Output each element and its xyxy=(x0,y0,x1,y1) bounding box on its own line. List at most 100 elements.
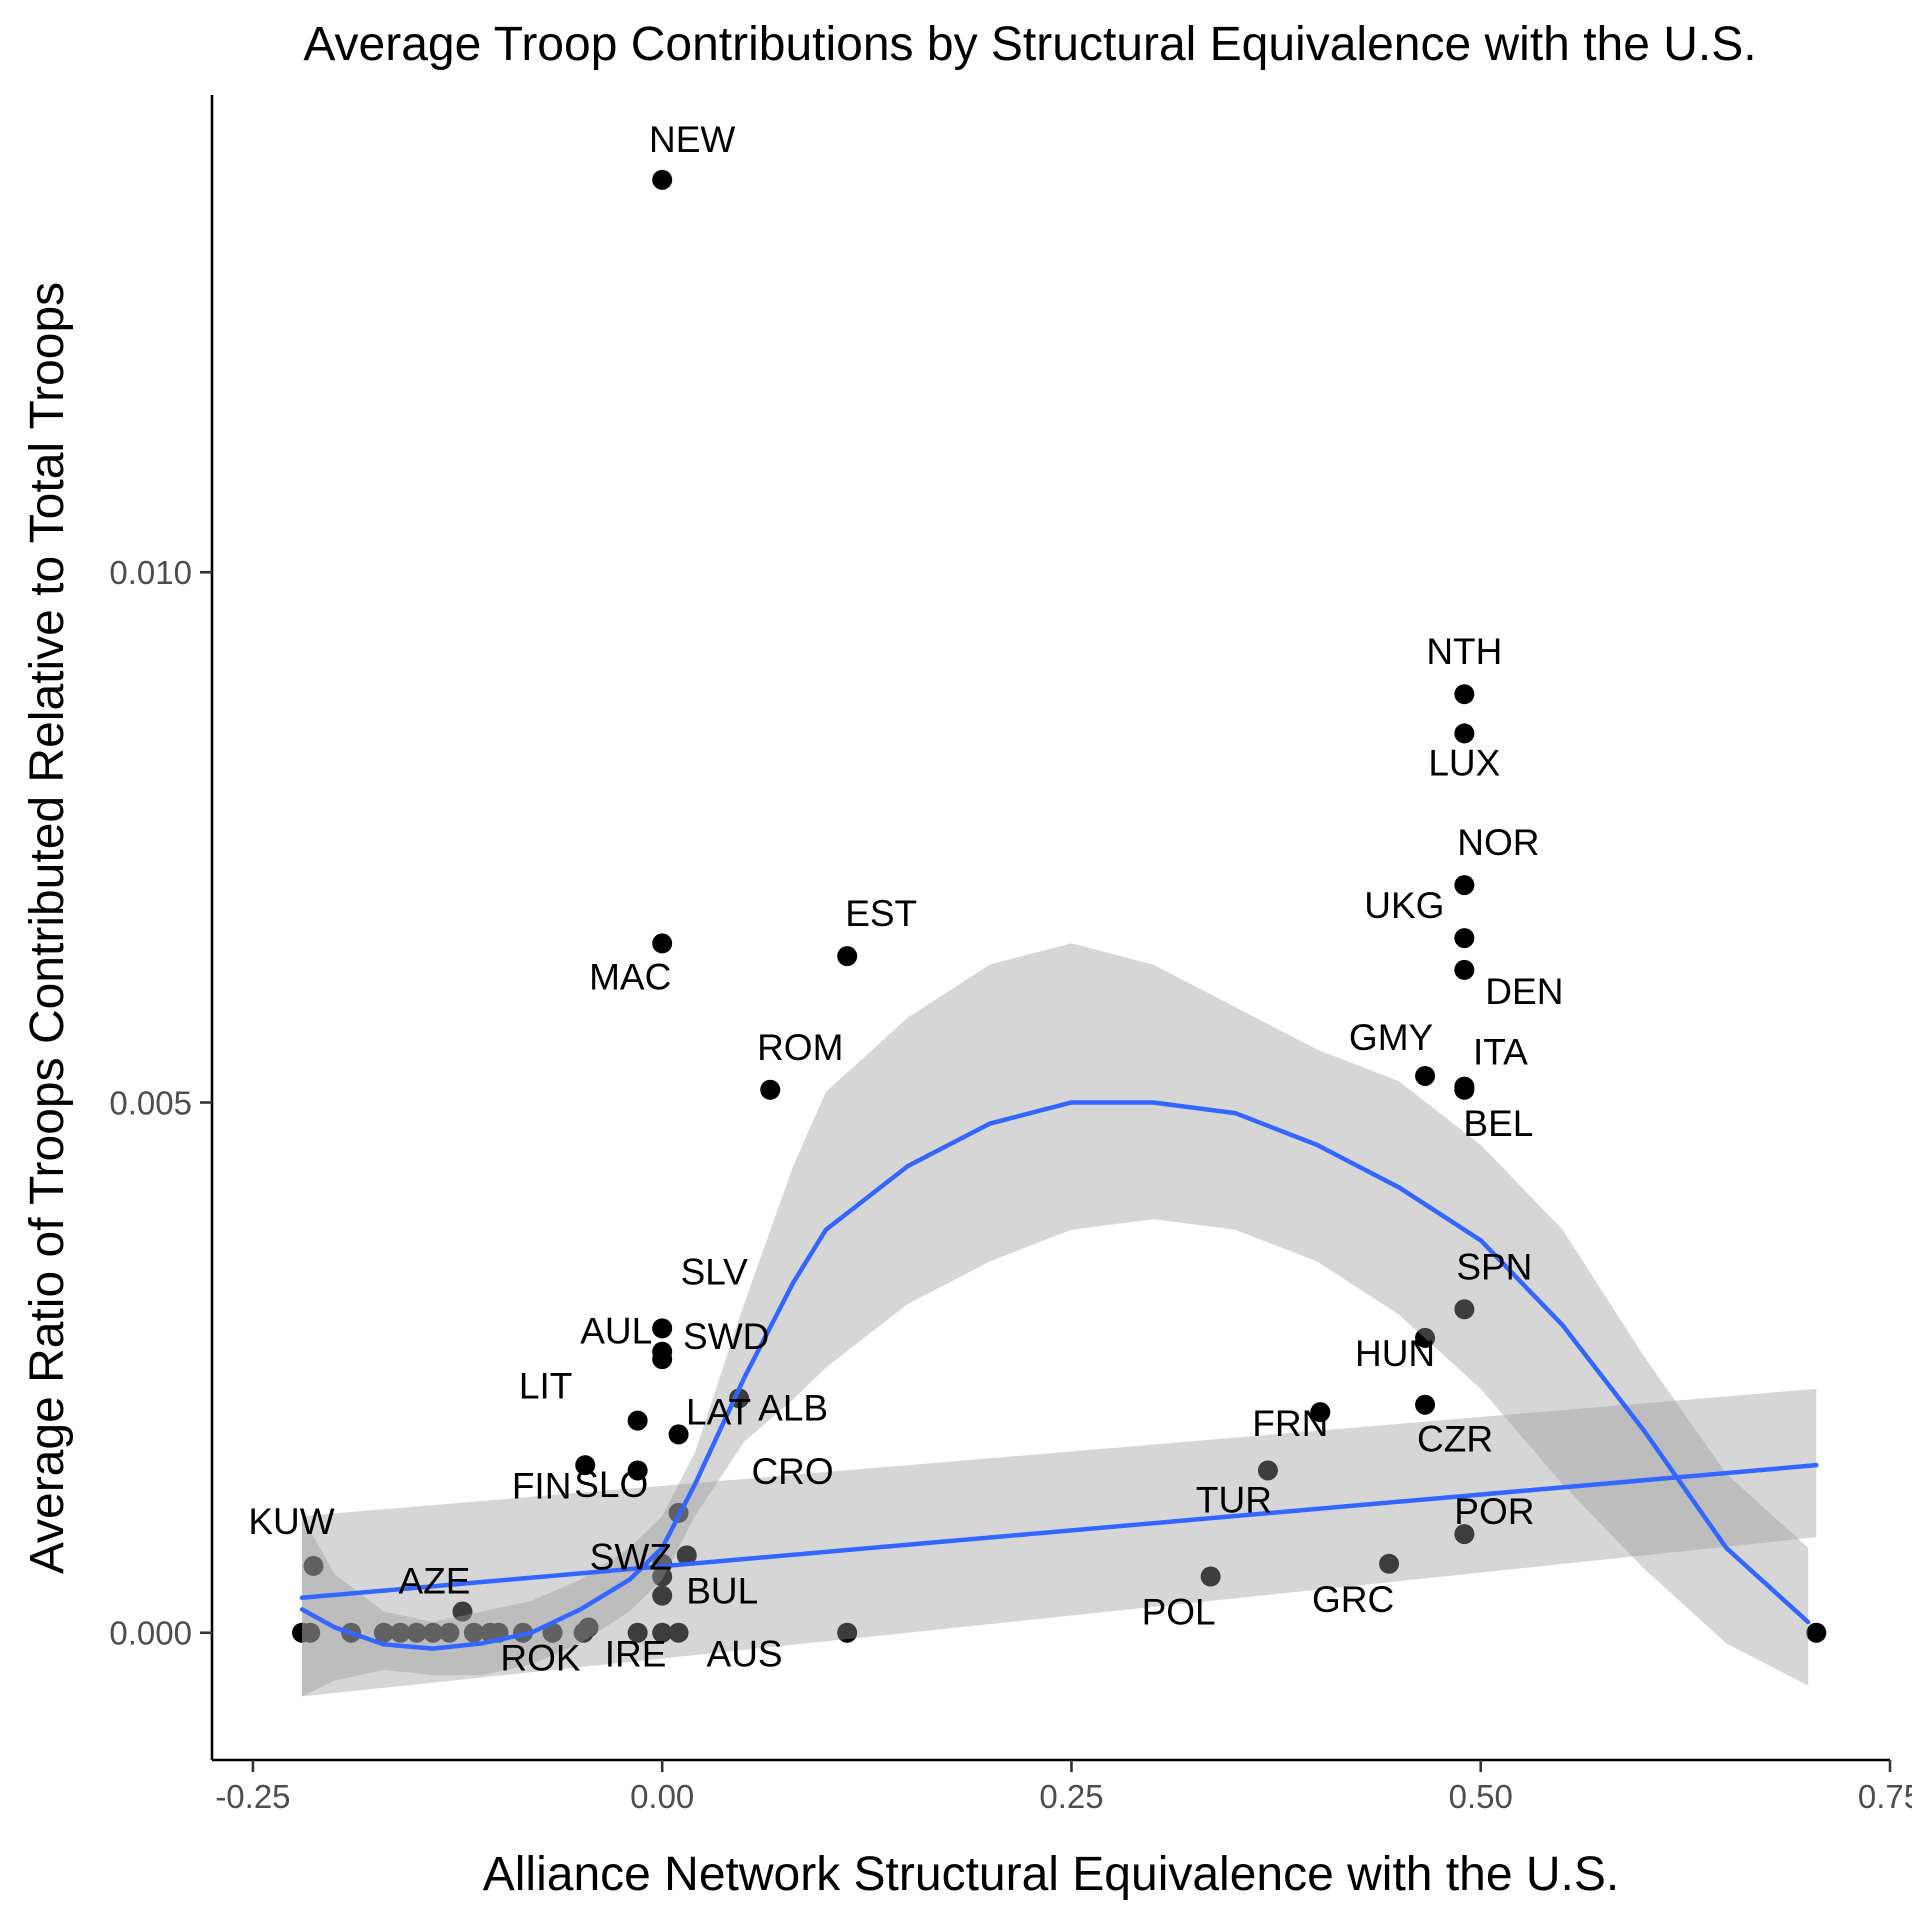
data-point xyxy=(1454,1299,1475,1320)
data-point xyxy=(652,1585,673,1606)
point-label: LAT xyxy=(686,1391,751,1432)
point-label: IRE xyxy=(605,1634,667,1675)
data-point xyxy=(627,1622,648,1643)
y-tick-label: 0.005 xyxy=(109,1084,192,1121)
y-axis-ticks: 0.000 0.005 0.010 xyxy=(109,554,212,1652)
data-point xyxy=(1310,1402,1331,1423)
point-label: MAC xyxy=(589,956,671,997)
data-point xyxy=(760,1079,781,1100)
data-point xyxy=(1454,959,1475,980)
chart-title: Average Troop Contributions by Structura… xyxy=(303,18,1756,71)
data-point xyxy=(1454,1524,1475,1545)
data-point xyxy=(578,1617,599,1638)
data-point xyxy=(373,1622,394,1643)
point-label: ROM xyxy=(757,1027,843,1068)
point-label: LIT xyxy=(519,1366,572,1407)
point-label: AZE xyxy=(398,1561,470,1602)
data-point xyxy=(1454,684,1475,705)
x-tick-label: 0.50 xyxy=(1449,1778,1513,1815)
point-label: SLO xyxy=(574,1464,648,1505)
point-label: ITA xyxy=(1473,1032,1528,1073)
point-label: FRN xyxy=(1252,1403,1328,1444)
point-labels: NEW NTH LUX NOR UKG DEN EST MAC ROM GMY ITA BEL SPN S… xyxy=(248,119,1563,1679)
data-point xyxy=(627,1410,648,1431)
data-point xyxy=(652,1349,673,1370)
point-label: BUL xyxy=(686,1571,758,1612)
data-point xyxy=(542,1622,563,1643)
point-label: AUS xyxy=(707,1634,783,1675)
point-label: SLV xyxy=(681,1251,749,1292)
data-point xyxy=(390,1622,411,1643)
data-points xyxy=(292,169,1827,1643)
data-point xyxy=(652,1622,673,1643)
point-label: CRO xyxy=(751,1451,833,1492)
data-point xyxy=(1257,1460,1278,1481)
point-label: BEL xyxy=(1463,1103,1533,1144)
data-point xyxy=(1415,1327,1436,1348)
y-axis-title: Average Ratio of Troops Contributed Rela… xyxy=(21,282,74,1574)
data-point xyxy=(1415,1065,1436,1086)
data-point xyxy=(300,1622,321,1643)
data-point xyxy=(1806,1622,1827,1643)
confidence-ribbons xyxy=(302,943,1817,1697)
data-point xyxy=(406,1622,427,1643)
point-label: LUX xyxy=(1428,742,1500,783)
confidence-ribbon-smooth xyxy=(302,943,1809,1697)
data-point xyxy=(652,1318,673,1339)
data-point xyxy=(837,1622,858,1643)
point-label: EST xyxy=(845,893,917,934)
point-label: KUW xyxy=(248,1501,334,1542)
x-axis-ticks: -0.25 0.00 0.25 0.50 0.75 xyxy=(215,1760,1912,1815)
point-label: POL xyxy=(1142,1592,1216,1633)
data-point xyxy=(480,1622,501,1643)
confidence-ribbon-linear xyxy=(302,1388,1817,1697)
point-label: GRC xyxy=(1312,1579,1394,1620)
data-point xyxy=(1454,928,1475,949)
data-point xyxy=(439,1622,460,1643)
data-point xyxy=(423,1622,444,1643)
fit-line-linear xyxy=(299,1462,1819,1600)
data-point xyxy=(652,169,673,190)
fit-lines xyxy=(299,1100,1819,1651)
data-point xyxy=(676,1545,697,1566)
x-tick-label: 0.00 xyxy=(630,1778,694,1815)
data-point xyxy=(1379,1553,1400,1574)
point-label: TUR xyxy=(1196,1479,1272,1520)
point-label: NTH xyxy=(1426,631,1502,672)
y-tick-label: 0.000 xyxy=(109,1615,192,1652)
data-point xyxy=(575,1455,596,1476)
data-point xyxy=(627,1460,648,1481)
fit-line-smooth xyxy=(299,1100,1811,1651)
point-label: HUN xyxy=(1355,1333,1435,1374)
point-label: SPN xyxy=(1456,1246,1532,1287)
point-label: SWD xyxy=(683,1316,769,1357)
data-point xyxy=(837,946,858,967)
point-label: ROK xyxy=(500,1638,581,1679)
point-label: NOR xyxy=(1457,822,1539,863)
point-label: ALB xyxy=(758,1387,828,1428)
data-point xyxy=(1454,875,1475,896)
data-point xyxy=(668,1622,689,1643)
point-label: GMY xyxy=(1349,1017,1433,1058)
point-label: CZR xyxy=(1417,1419,1493,1460)
x-axis-title: Alliance Network Structural Equivalence … xyxy=(483,1848,1620,1901)
data-point xyxy=(1454,723,1475,744)
data-point xyxy=(1454,1079,1475,1100)
data-point xyxy=(303,1555,324,1576)
point-label: SWZ xyxy=(590,1536,672,1577)
x-tick-label: -0.25 xyxy=(215,1778,290,1815)
point-label: NEW xyxy=(649,119,735,160)
x-tick-label: 0.75 xyxy=(1858,1778,1912,1815)
x-tick-label: 0.25 xyxy=(1039,1778,1103,1815)
data-point xyxy=(652,933,673,954)
y-tick-label: 0.010 xyxy=(109,554,192,591)
data-point xyxy=(452,1601,473,1622)
point-label: AUL xyxy=(580,1311,652,1352)
point-label: DEN xyxy=(1485,971,1563,1012)
point-label: UKG xyxy=(1364,885,1444,926)
data-point xyxy=(1415,1394,1436,1415)
data-point xyxy=(1200,1566,1221,1587)
point-label: POR xyxy=(1454,1491,1534,1532)
data-point xyxy=(668,1424,689,1445)
